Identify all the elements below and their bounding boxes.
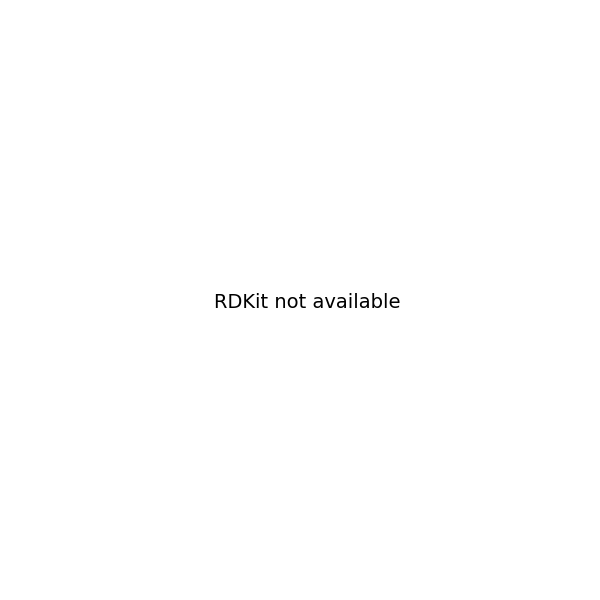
- Text: RDKit not available: RDKit not available: [214, 293, 401, 313]
